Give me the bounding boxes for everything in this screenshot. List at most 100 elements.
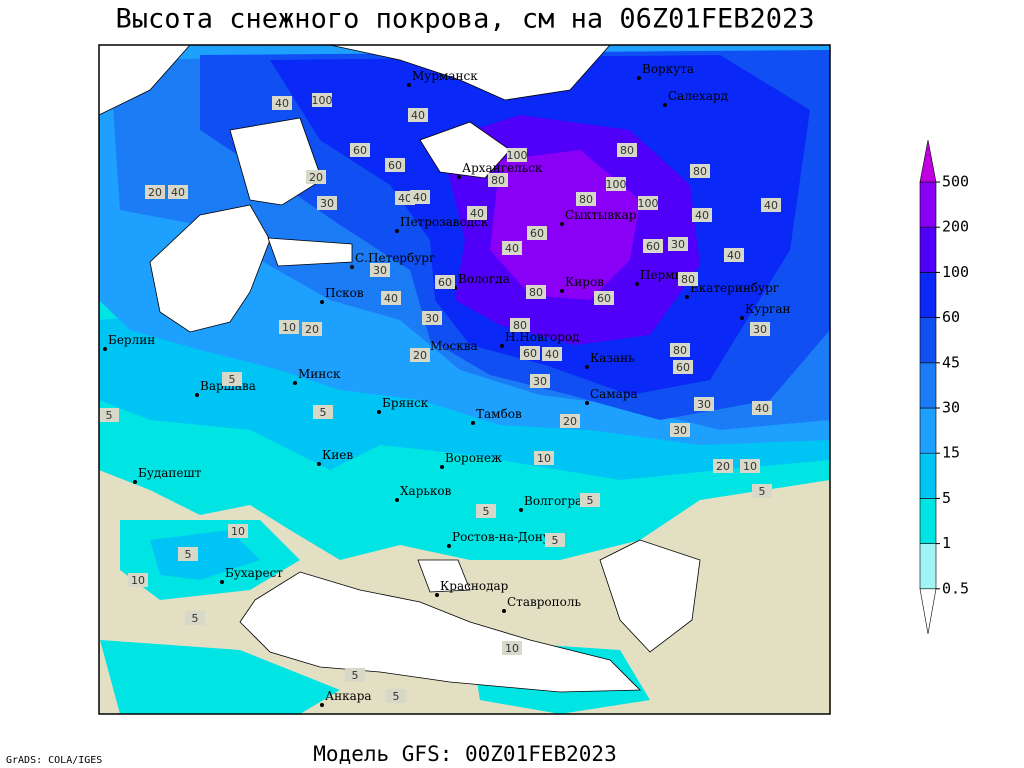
contour-label: 40: [275, 97, 289, 110]
contour-label-bg: [510, 318, 530, 332]
contour-label-bg: [580, 493, 600, 507]
city-label: Ставрополь: [507, 595, 581, 609]
colorbar-box: [919, 543, 937, 590]
city-dot: [447, 544, 451, 548]
sea: [149, 204, 271, 333]
contour-label: 100: [606, 178, 627, 191]
contour-label: 5: [320, 406, 327, 419]
city-dot: [663, 103, 667, 107]
city-label: Брянск: [382, 396, 429, 410]
city-label: Сыктывкар: [565, 208, 637, 222]
city-label: Вологда: [458, 272, 510, 286]
city-label: Екатеринбург: [690, 281, 779, 295]
contour-label-bg: [386, 689, 406, 703]
city-dot: [519, 508, 523, 512]
city-dot: [585, 401, 589, 405]
contour-label-bg: [617, 143, 637, 157]
city-dot: [637, 76, 641, 80]
sea: [229, 117, 323, 206]
contour-label-bg: [761, 198, 781, 212]
city-dot: [407, 83, 411, 87]
city-dot: [560, 289, 564, 293]
contour-label-bg: [752, 401, 772, 415]
contour-label: 5: [185, 548, 192, 561]
city-dot: [560, 222, 564, 226]
contour-label: 10: [131, 574, 145, 587]
city-label: Анкара: [325, 689, 372, 703]
colorbar-label: 5: [942, 489, 951, 507]
city-dot: [317, 462, 321, 466]
contour-label-bg: [410, 190, 430, 204]
contour-label: 60: [646, 240, 660, 253]
contour-label: 60: [530, 227, 544, 240]
city-label: Петрозаводск: [400, 215, 489, 229]
contour-label: 30: [673, 424, 687, 437]
contour-label-bg: [545, 533, 565, 547]
city-dot: [500, 344, 504, 348]
city-dot: [635, 282, 639, 286]
city-label: Москва: [430, 339, 478, 353]
contour-label-bg: [313, 405, 333, 419]
city-dot: [585, 365, 589, 369]
contour-label: 10: [231, 525, 245, 538]
city-label: Волгоград: [524, 494, 590, 508]
colorbar-label: 100: [942, 263, 969, 281]
contour-label: 5: [552, 534, 559, 547]
contour-label-bg: [673, 360, 693, 374]
contour-label-bg: [222, 372, 242, 386]
contour-label-bg: [435, 275, 455, 289]
colorbar-top: [919, 139, 937, 183]
sea: [267, 237, 353, 267]
city-dot: [435, 593, 439, 597]
contour-label: 60: [353, 144, 367, 157]
sea: [419, 121, 511, 179]
contour-label-bg: [692, 208, 712, 222]
contour-label: 10: [743, 460, 757, 473]
contour-label-bg: [345, 668, 365, 682]
city-dot: [320, 300, 324, 304]
contour-label: 5: [759, 485, 766, 498]
contour-label: 40: [727, 249, 741, 262]
city-label: Архангельск: [462, 161, 543, 175]
contour-label: 40: [545, 348, 559, 361]
contour-label-bg: [128, 573, 148, 587]
city-label: Н.Новгород: [505, 330, 580, 344]
contour-label: 100: [507, 149, 528, 162]
contour-label-bg: [534, 451, 554, 465]
contour-label-bg: [488, 173, 508, 187]
contour-label: 20: [563, 415, 577, 428]
contour-label-bg: [542, 347, 562, 361]
contour-label-bg: [527, 226, 547, 240]
contour-label: 80: [620, 144, 634, 157]
colorbar-box: [919, 181, 937, 228]
city-label: Будапешт: [138, 466, 202, 480]
contour-label: 60: [438, 276, 452, 289]
contour-label: 80: [491, 174, 505, 187]
contour-label: 10: [537, 452, 551, 465]
contour-label: 100: [638, 197, 659, 210]
contour-label: 40: [505, 242, 519, 255]
city-label: Ростов-на-Дону: [452, 530, 550, 544]
contour-label-bg: [422, 311, 442, 325]
sea: [417, 559, 471, 593]
colorbar-box: [919, 272, 937, 318]
contour-label-bg: [694, 397, 714, 411]
contour-label-bg: [272, 96, 292, 110]
colorbar-label: 60: [942, 308, 960, 326]
contour-label: 5: [106, 409, 113, 422]
contour-label: 40: [171, 186, 185, 199]
city-dot: [395, 498, 399, 502]
contour-label: 5: [483, 505, 490, 518]
contour-label-bg: [312, 93, 332, 107]
city-dot: [220, 580, 224, 584]
contour-label: 40: [470, 207, 484, 220]
colorbar-box: [919, 317, 937, 364]
city-dot: [395, 229, 399, 233]
city-label: Казань: [590, 351, 635, 365]
city-label: Берлин: [108, 333, 155, 347]
contour-label: 60: [676, 361, 690, 374]
city-dot: [133, 480, 137, 484]
city-dot: [471, 421, 475, 425]
city-label: Салехард: [668, 89, 728, 103]
